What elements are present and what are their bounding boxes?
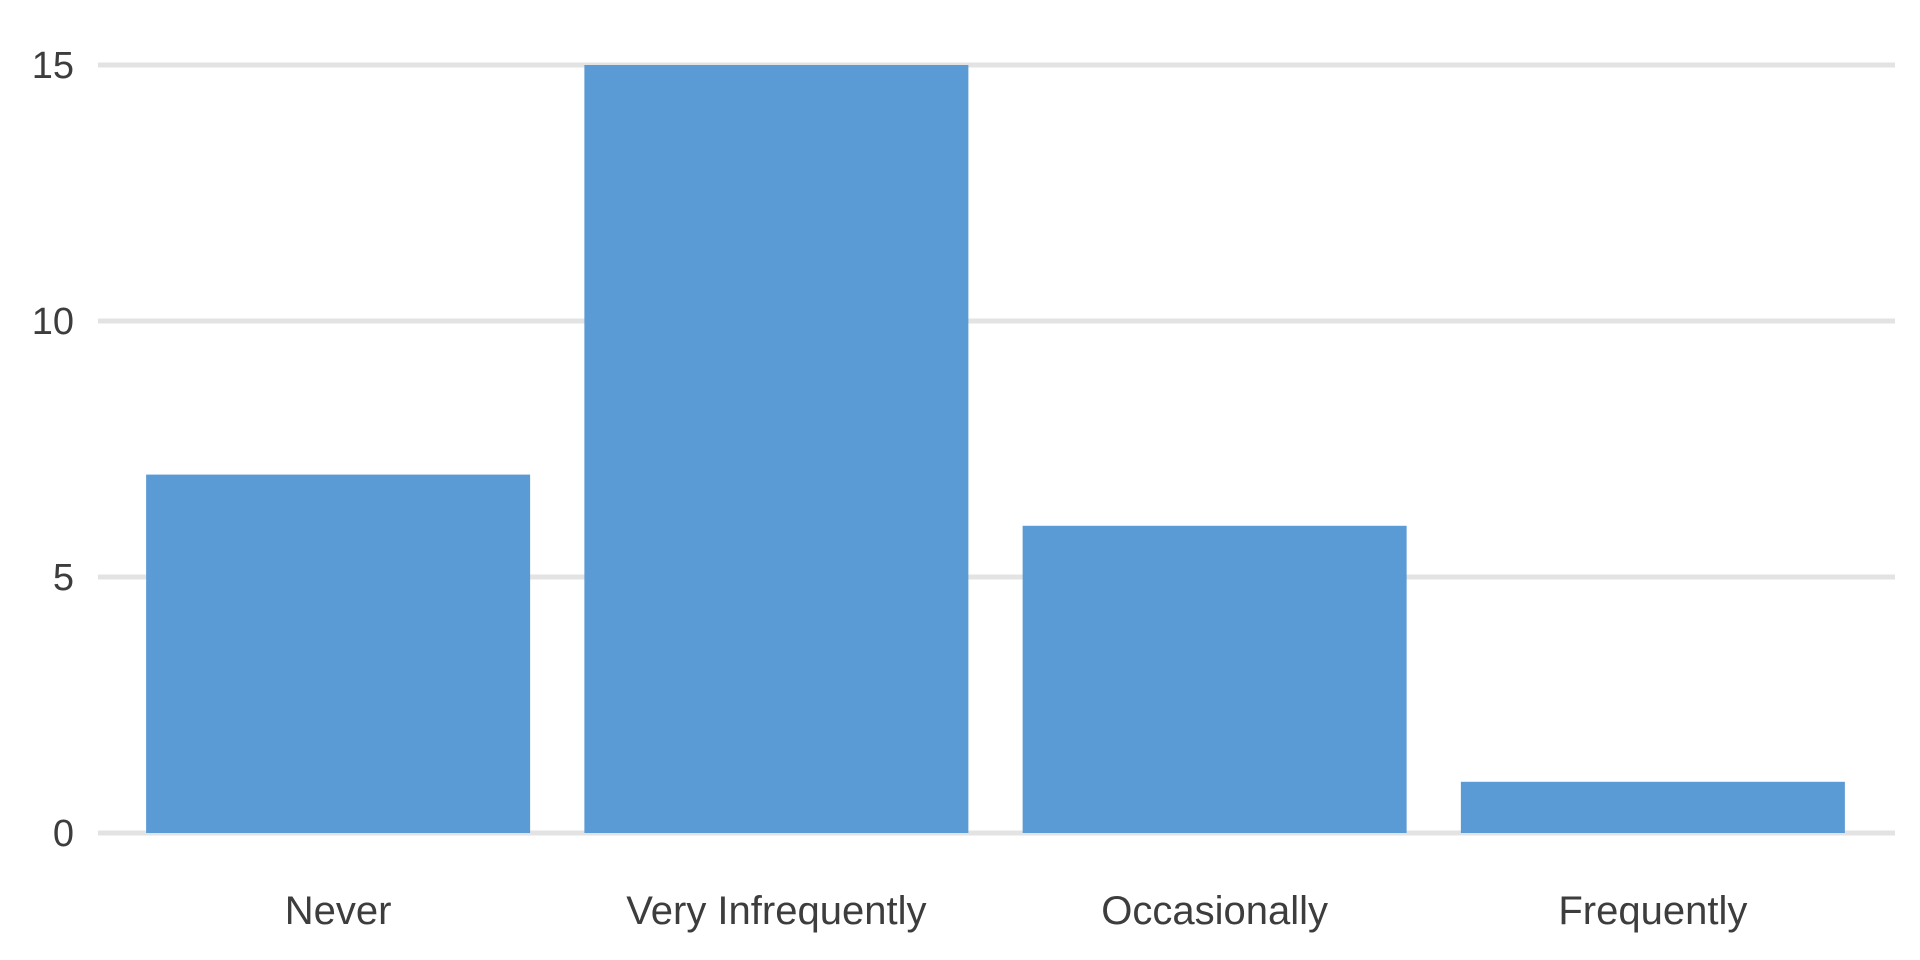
x-tick-label: Occasionally — [1101, 889, 1328, 933]
y-tick-label: 0 — [53, 813, 74, 855]
bars — [146, 65, 1845, 833]
y-tick-label: 15 — [32, 45, 74, 87]
bar-frequently[interactable] — [1460, 781, 1845, 833]
x-tick-label: Never — [285, 889, 392, 933]
x-tick-label: Very Infrequently — [626, 889, 926, 933]
y-tick-label: 10 — [32, 301, 74, 343]
bar-occasionally[interactable] — [1022, 525, 1407, 833]
bar-never[interactable] — [146, 474, 531, 833]
y-axis: 0 5 10 15 — [32, 45, 74, 855]
bar-very-infrequently[interactable] — [584, 65, 969, 833]
x-axis: Never Very Infrequently Occasionally Freque… — [285, 889, 1748, 933]
x-tick-label: Frequently — [1558, 889, 1747, 933]
y-tick-label: 5 — [53, 557, 74, 599]
